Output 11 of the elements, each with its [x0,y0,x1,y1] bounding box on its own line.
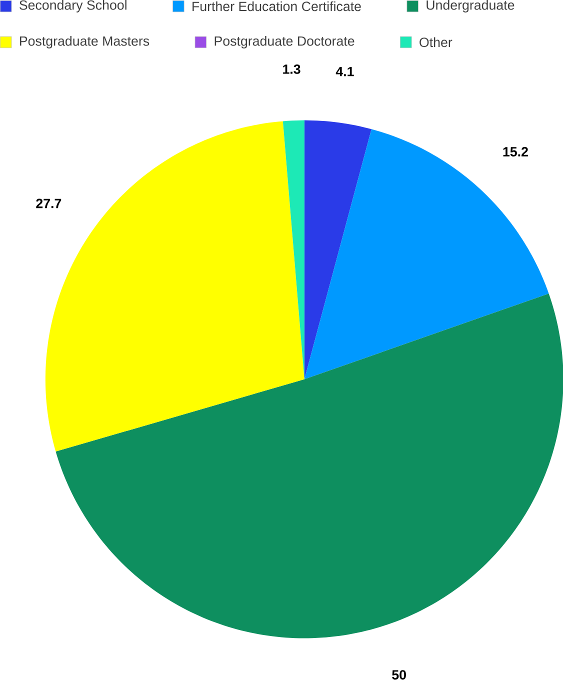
data-label: 15.2 [503,147,528,156]
legend-label: Postgraduate Doctorate [214,36,354,48]
legend-label: Further Education Certificate [192,1,361,12]
data-label: 1.3 [282,64,300,74]
data-label: 4.1 [336,66,354,76]
legend-label: Undergraduate [426,0,514,12]
legend-label: Secondary School [19,0,126,12]
legend-label: Other [419,37,452,48]
legend-label: Postgraduate Masters [20,36,149,48]
data-label: 50 [392,670,406,680]
data-label: 27.7 [36,198,61,208]
